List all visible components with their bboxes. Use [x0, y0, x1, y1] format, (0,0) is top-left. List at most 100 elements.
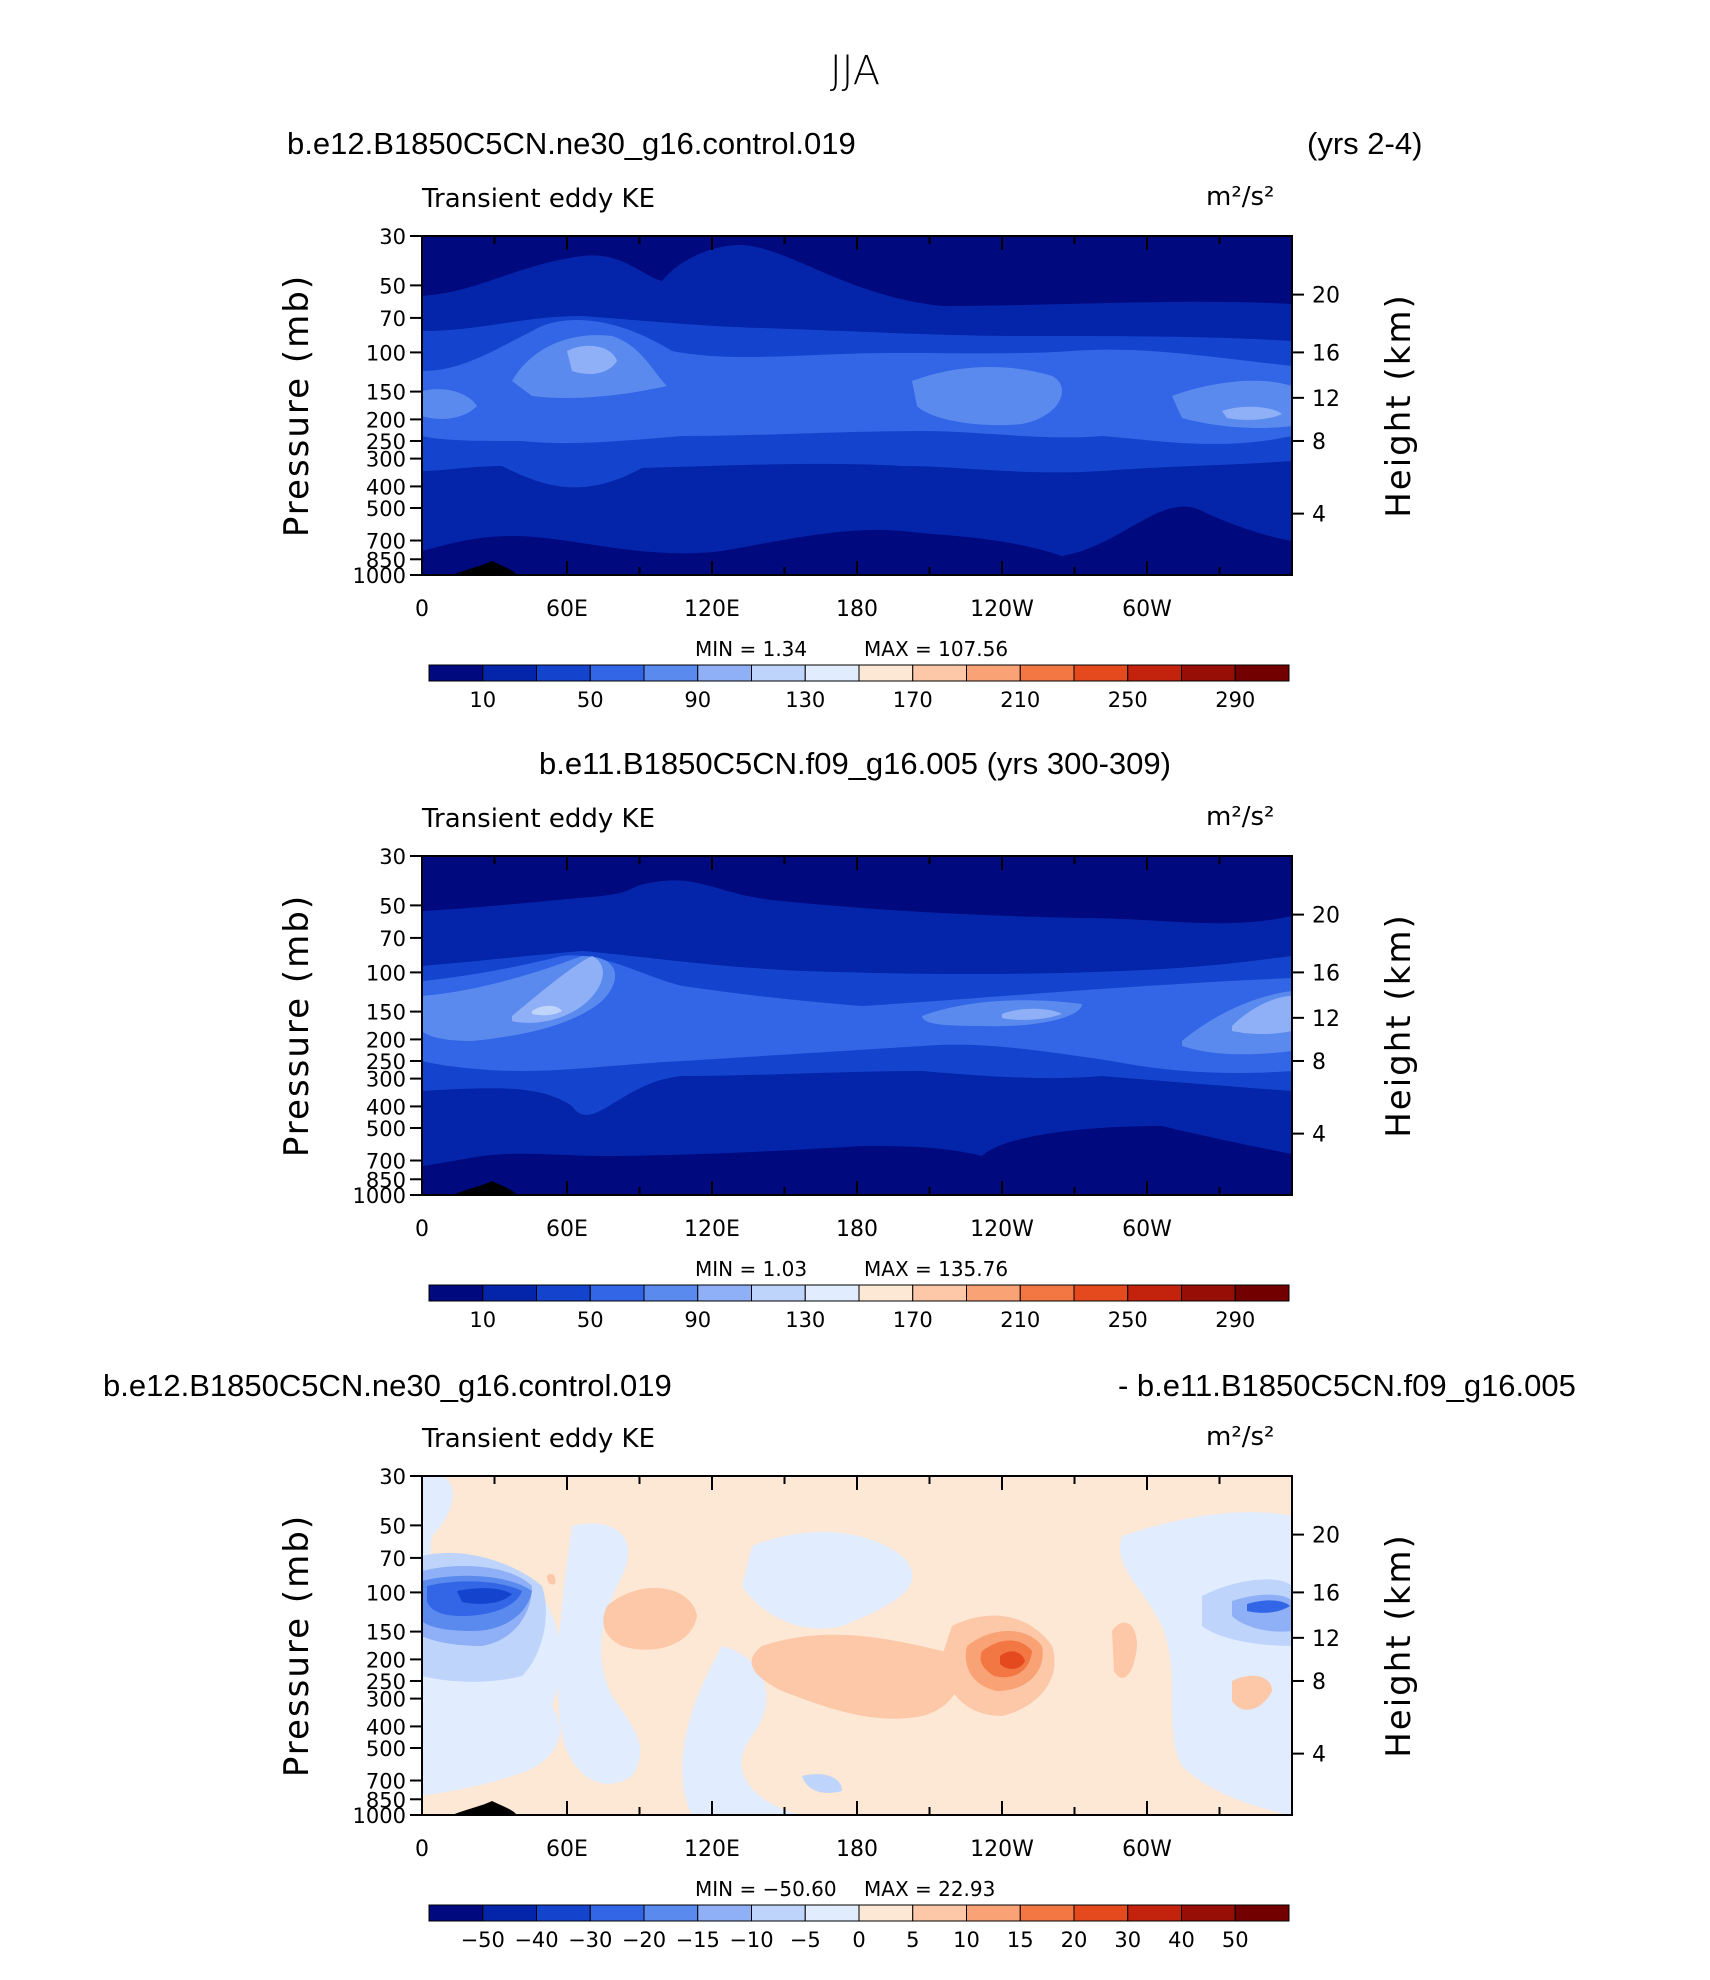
panel1-colorbar-box [536, 664, 591, 682]
panel1-ytick-right-label: 8 [1312, 430, 1326, 455]
panel2-ytick-label: 400 [366, 1095, 406, 1119]
panel3-ytick-label: 200 [366, 1648, 406, 1672]
panel3-colorbar-box [1181, 1904, 1236, 1922]
panel1-ytick-label: 30 [379, 225, 406, 249]
panel1-level-4b [912, 366, 1062, 426]
panel1-ytick-label: 400 [366, 475, 406, 499]
panel1-colorbar-box [912, 664, 967, 682]
panel1-colorbar-label: 290 [1215, 688, 1255, 712]
panel1-contour-plot [422, 236, 1292, 575]
panel3-pos-5b [751, 1634, 960, 1719]
panel2-colorbar-label: 170 [893, 1308, 933, 1332]
panel3-ytick-right-label: 4 [1312, 1743, 1326, 1768]
panel2-units: m²/s² [1206, 802, 1275, 832]
panel2-ytick-label: 1000 [353, 1184, 406, 1208]
panel1-colorbar-box [966, 664, 1021, 682]
panel3-pos-5d [1112, 1622, 1137, 1678]
panel1-ytick-label: 200 [366, 408, 406, 432]
panel1-ytick-label: 850 [366, 548, 406, 572]
panel2-contour-plot [422, 856, 1292, 1195]
panel2-xtick-label: 60E [546, 1217, 588, 1242]
panel3-colorbar-box [589, 1904, 645, 1922]
panel1-max-text: MAX = 107.56 [864, 637, 1008, 661]
panel3-colorbar-label: 15 [1007, 1928, 1034, 1952]
panel3-colorbar-box [804, 1904, 860, 1922]
figure-title: JJA [829, 48, 881, 94]
panel3-max-text: MAX = 22.93 [864, 1877, 995, 1901]
panel2-ytick-right-label: 16 [1312, 961, 1340, 986]
panel3-colorbar-label: −20 [622, 1928, 666, 1952]
panel2-ytick-right-label: 8 [1312, 1050, 1326, 1075]
panel2-xtick-label: 120W [970, 1217, 1034, 1242]
panel3-colorbar-box [1019, 1904, 1075, 1922]
panel2-xtick-label: 0 [415, 1217, 429, 1242]
panel3-ytick-label: 50 [379, 1514, 406, 1538]
panel3-colorbar-box [482, 1904, 537, 1922]
panel1-ytick-label: 1000 [353, 564, 406, 588]
panel2-ytick-label: 850 [366, 1168, 406, 1192]
panel3-colorbar-label: 50 [1222, 1928, 1249, 1952]
panel2-colorbar-label: 90 [684, 1308, 711, 1332]
panel3-colorbar-box [751, 1904, 806, 1922]
panel3-colorbar-label: −40 [514, 1928, 558, 1952]
panel3-colorbar-label: 40 [1168, 1928, 1195, 1952]
panel2-frame [421, 855, 1293, 1196]
panel2-ytick-label: 30 [379, 845, 406, 869]
panel3-ytick-label: 70 [379, 1547, 406, 1571]
panel3-ytick-label: 30 [379, 1465, 406, 1489]
panel3-colorbar-box [428, 1904, 484, 1922]
panel2-xtick-label: 180 [836, 1217, 878, 1242]
panel3-pos-20 [1000, 1651, 1025, 1669]
panel3-contour-plot [422, 1476, 1292, 1815]
panel3-colorbar-label: −30 [568, 1928, 612, 1952]
panel1-units: m²/s² [1206, 182, 1275, 212]
panel2-ytick-right-label: 20 [1312, 904, 1340, 929]
panel1-ylabel-right: Height (km) [1379, 293, 1419, 518]
panel3-colorbar-label: 20 [1061, 1928, 1088, 1952]
panel3-ytick-right-label: 12 [1312, 1627, 1340, 1652]
panel3-colorbar-label: −50 [461, 1928, 505, 1952]
panel2-ytick-label: 50 [379, 894, 406, 918]
panel1-colorbar-box [1127, 664, 1182, 682]
panel3-colorbar-label: 30 [1114, 1928, 1141, 1952]
panel2-level-5c [1232, 996, 1292, 1035]
panel3-pos-5a [603, 1587, 697, 1650]
panel2-colorbar-box [1234, 1284, 1290, 1302]
panel2-colorbar-box [966, 1284, 1021, 1302]
panel3-xtick-label: 60E [546, 1837, 588, 1862]
panel3-surface [452, 1801, 517, 1815]
panel2-level-5b [1002, 1008, 1062, 1020]
panel1-level-3 [422, 320, 1292, 444]
panel3-colorbar-label: 10 [953, 1928, 980, 1952]
panel2-ytick-label: 700 [366, 1150, 406, 1174]
panel2-colorbar-label: 50 [577, 1308, 604, 1332]
panel3-pos-5f [547, 1573, 556, 1585]
panel2-colorbar-box [643, 1284, 699, 1302]
panel2-level-4b [922, 1000, 1082, 1027]
panel1-colorbar-box [804, 664, 860, 682]
panel3-colorbar-box [912, 1904, 967, 1922]
panel1-ylabel: Pressure (mb) [277, 274, 317, 537]
panel1-colorbar-box [1181, 664, 1236, 682]
panel3-xtick-label: 180 [836, 1837, 878, 1862]
panel2-surface [452, 1181, 517, 1195]
panel3-frame [421, 1475, 1293, 1816]
panel1-colorbar-label: 210 [1000, 688, 1040, 712]
panel3-ytick-right-label: 20 [1312, 1524, 1340, 1549]
panel2-colorbar-box [1019, 1284, 1075, 1302]
panel3-colorbar-box [643, 1904, 699, 1922]
panel2-colorbar-box [1073, 1284, 1129, 1302]
panel3-ytick-label: 250 [366, 1670, 406, 1694]
panel2-left-title: b.e11.B1850C5CN.f09_g16.005 (yrs 300-309… [539, 746, 1171, 781]
panel2-ytick-label: 300 [366, 1068, 406, 1092]
panel1-ytick-right-label: 12 [1312, 387, 1340, 412]
panel1-xtick-label: 60E [546, 597, 588, 622]
panel1-colorbar-label: 50 [577, 688, 604, 712]
panel3-colorbar-label: −15 [676, 1928, 720, 1952]
panel1-colorbar-label: 90 [684, 688, 711, 712]
panel3-colorbar-box [1234, 1904, 1290, 1922]
panel1-ytick-label: 300 [366, 448, 406, 472]
panel2-plot-label: Transient eddy KE [422, 804, 655, 834]
panel2-ylabel-right: Height (km) [1379, 913, 1419, 1138]
panel3-colorbar-box [858, 1904, 914, 1922]
